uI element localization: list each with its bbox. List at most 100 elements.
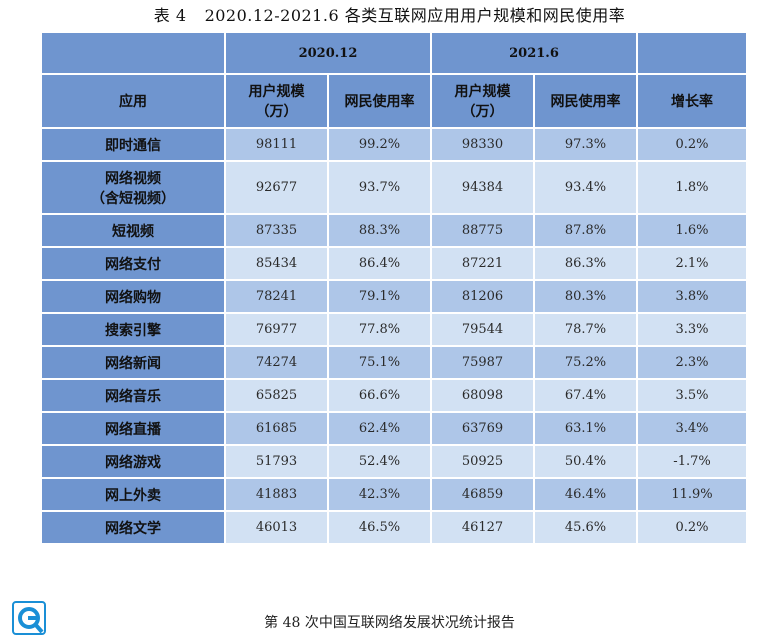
users-2020-12: 85434	[226, 248, 327, 279]
users-2020-12: 76977	[226, 314, 327, 345]
app-name: 搜索引擎	[105, 322, 161, 339]
growth-rate: 2.3%	[638, 347, 747, 378]
header-empty-cell	[42, 33, 224, 73]
users-2021-6: 68098	[432, 380, 533, 411]
cnnic-logo-icon	[12, 601, 46, 635]
table-row: 网络直播 61685 62.4% 63769 63.1% 3.4%	[42, 413, 747, 444]
rate-2021-6: 86.3%	[535, 248, 637, 279]
table-row: 网络支付 85434 86.4% 87221 86.3% 2.1%	[42, 248, 747, 279]
rate-2020-12: 46.5%	[329, 512, 430, 543]
rate-2021-6: 97.3%	[535, 129, 637, 160]
rate-2020-12: 77.8%	[329, 314, 430, 345]
rate-2020-12: 52.4%	[329, 446, 430, 477]
row-app: 网络购物	[42, 281, 224, 312]
rate-2020-12: 62.4%	[329, 413, 430, 444]
users-2020-12: 98111	[226, 129, 327, 160]
usage-table: 2020.12 2021.6 应用 用户规模 （万） 网民使用率 用户规模 （万） …	[40, 31, 748, 545]
app-name: 网络购物	[105, 289, 161, 306]
users-2020-12: 87335	[226, 215, 327, 246]
table-number: 表 4	[153, 6, 187, 25]
page-footer: 第 48 次中国互联网络发展状况统计报告	[264, 615, 515, 631]
growth-rate: 3.5%	[638, 380, 747, 411]
header-rate-1: 网民使用率	[329, 75, 430, 127]
row-app: 网络视频 （含短视频）	[42, 162, 224, 213]
users-2021-6: 79544	[432, 314, 533, 345]
users-2021-6: 63769	[432, 413, 533, 444]
header-rate-2: 网民使用率	[535, 75, 637, 127]
header-users-1: 用户规模 （万）	[226, 75, 327, 127]
users-2021-6: 75987	[432, 347, 533, 378]
table-row: 网络文学 46013 46.5% 46127 45.6% 0.2%	[42, 512, 747, 543]
app-name: 网络支付	[105, 256, 161, 273]
row-app: 即时通信	[42, 129, 224, 160]
rate-2021-6: 75.2%	[535, 347, 637, 378]
row-app: 网络支付	[42, 248, 224, 279]
table-row: 短视频 87335 88.3% 88775 87.8% 1.6%	[42, 215, 747, 246]
users-2021-6: 98330	[432, 129, 533, 160]
rate-2021-6: 78.7%	[535, 314, 637, 345]
header-users-2: 用户规模 （万）	[432, 75, 533, 127]
rate-2021-6: 67.4%	[535, 380, 637, 411]
table-row: 搜索引擎 76977 77.8% 79544 78.7% 3.3%	[42, 314, 747, 345]
table-row: 即时通信 98111 99.2% 98330 97.3% 0.2%	[42, 129, 747, 160]
app-name: 网络音乐	[105, 388, 161, 405]
users-2021-6: 46127	[432, 512, 533, 543]
rate-2021-6: 46.4%	[535, 479, 637, 510]
app-name: 网络视频	[105, 170, 161, 187]
growth-rate: 2.1%	[638, 248, 747, 279]
users-2021-6: 88775	[432, 215, 533, 246]
rate-2020-12: 79.1%	[329, 281, 430, 312]
row-app: 网络直播	[42, 413, 224, 444]
header-users-unit: （万）	[461, 104, 504, 120]
table-row: 网络音乐 65825 66.6% 68098 67.4% 3.5%	[42, 380, 747, 411]
users-2020-12: 78241	[226, 281, 327, 312]
header-period-1: 2020.12	[226, 33, 430, 73]
rate-2021-6: 50.4%	[535, 446, 637, 477]
app-name: 网络新闻	[105, 355, 161, 372]
growth-rate: 11.9%	[638, 479, 747, 510]
rate-2020-12: 42.3%	[329, 479, 430, 510]
rate-2021-6: 80.3%	[535, 281, 637, 312]
table-caption: 表 4 2020.12-2021.6 各类互联网应用用户规模和网民使用率	[0, 2, 779, 26]
table-row: 网络游戏 51793 52.4% 50925 50.4% -1.7%	[42, 446, 747, 477]
row-app: 网络新闻	[42, 347, 224, 378]
rate-2020-12: 99.2%	[329, 129, 430, 160]
users-2020-12: 46013	[226, 512, 327, 543]
growth-rate: 3.3%	[638, 314, 747, 345]
table-row: 网络购物 78241 79.1% 81206 80.3% 3.8%	[42, 281, 747, 312]
rate-2020-12: 88.3%	[329, 215, 430, 246]
header-growth: 增长率	[638, 75, 747, 127]
app-name: 网络直播	[105, 421, 161, 438]
app-name: 短视频	[112, 223, 154, 240]
header-users-unit: （万）	[255, 104, 298, 120]
growth-rate: -1.7%	[638, 446, 747, 477]
table-row: 网络视频 （含短视频） 92677 93.7% 94384 93.4% 1.8%	[42, 162, 747, 213]
users-2021-6: 50925	[432, 446, 533, 477]
app-name: 网络文学	[105, 520, 161, 537]
growth-rate: 3.8%	[638, 281, 747, 312]
header-period-2: 2021.6	[432, 33, 637, 73]
growth-rate: 0.2%	[638, 129, 747, 160]
growth-rate: 1.6%	[638, 215, 747, 246]
app-name: 即时通信	[105, 137, 161, 154]
rate-2020-12: 86.4%	[329, 248, 430, 279]
app-name: 网络游戏	[105, 454, 161, 471]
rate-2021-6: 87.8%	[535, 215, 637, 246]
table-row: 网络新闻 74274 75.1% 75987 75.2% 2.3%	[42, 347, 747, 378]
row-app: 网络游戏	[42, 446, 224, 477]
users-2020-12: 61685	[226, 413, 327, 444]
rate-2021-6: 45.6%	[535, 512, 637, 543]
app-name: 网上外卖	[105, 487, 161, 504]
users-2021-6: 94384	[432, 162, 533, 213]
users-2021-6: 46859	[432, 479, 533, 510]
users-2020-12: 92677	[226, 162, 327, 213]
header-empty-cell	[638, 33, 747, 73]
users-2020-12: 65825	[226, 380, 327, 411]
row-app: 搜索引擎	[42, 314, 224, 345]
rate-2021-6: 93.4%	[535, 162, 637, 213]
header-app: 应用	[42, 75, 224, 127]
row-app: 短视频	[42, 215, 224, 246]
rate-2021-6: 63.1%	[535, 413, 637, 444]
rate-2020-12: 93.7%	[329, 162, 430, 213]
row-app: 网络文学	[42, 512, 224, 543]
